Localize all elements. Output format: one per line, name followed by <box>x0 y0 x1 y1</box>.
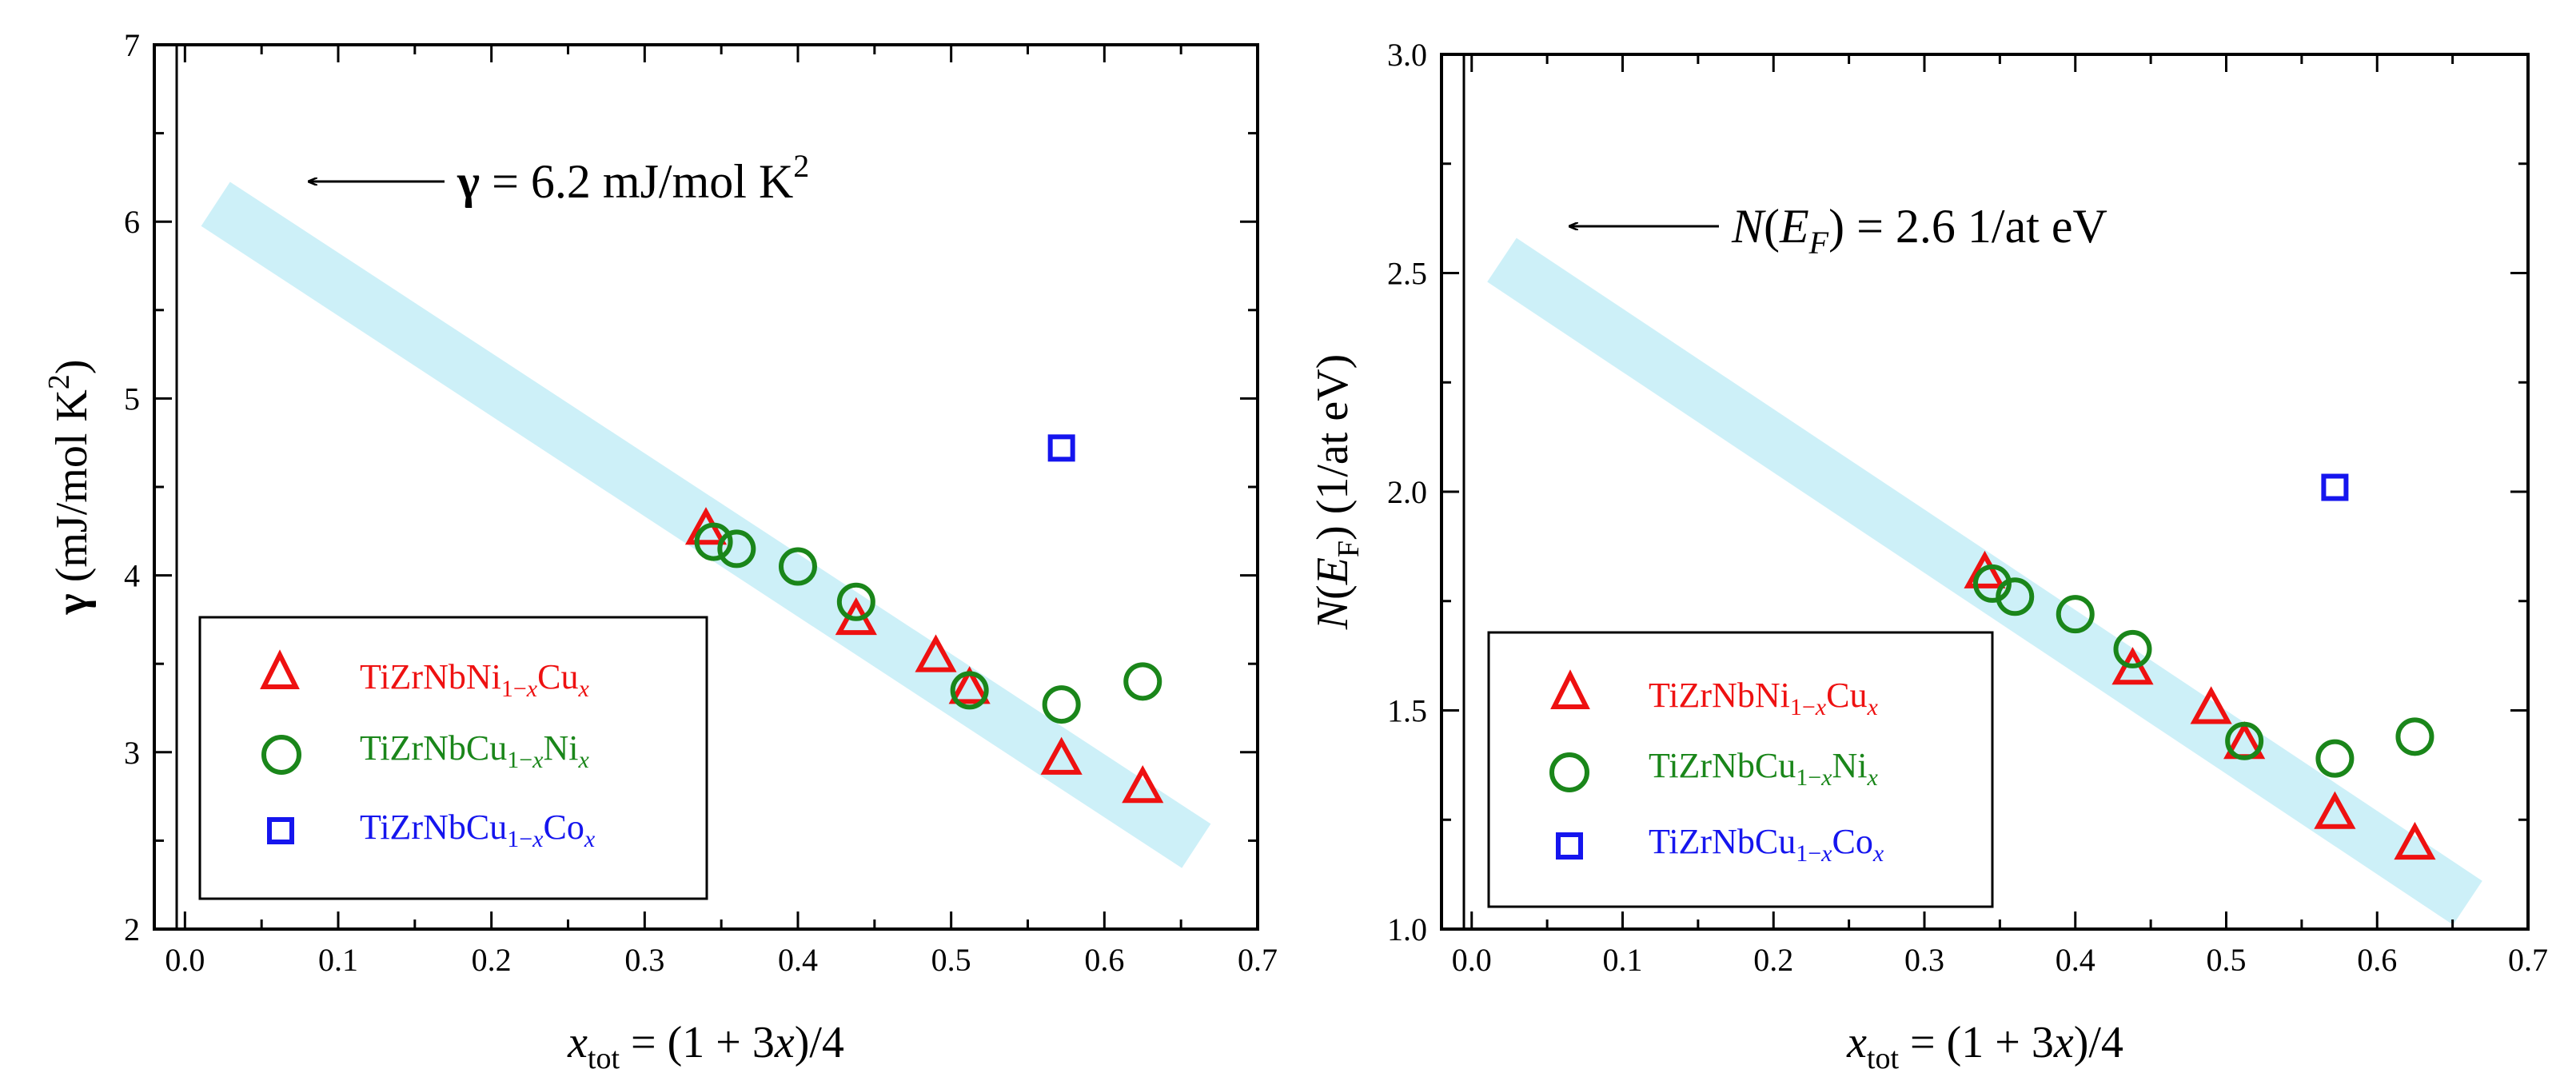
x-axis-title: xtot = (1 + 3x)/4 <box>567 1018 844 1075</box>
x-tick-label: 0.5 <box>931 942 971 978</box>
x-tick-label: 0.6 <box>1084 942 1124 978</box>
legend-label-ni-cu: TiZrNbNi1−xCux <box>1649 676 1878 720</box>
annotation-text: γ = 6.2 mJ/mol K2 <box>457 148 809 208</box>
x-tick-label: 0.0 <box>165 942 205 978</box>
data-point-circle <box>1972 564 2012 603</box>
x-tick-label: 0.3 <box>1904 942 1944 978</box>
x-tick-label: 0.7 <box>1238 942 1278 978</box>
data-point-circle <box>2113 629 2152 668</box>
x-tick-label: 0.2 <box>1753 942 1793 978</box>
data-point-circle <box>717 529 756 568</box>
legend-marker-circle <box>261 735 301 775</box>
data-point-circle <box>950 671 989 710</box>
legend: TiZrNbNi1−xCux TiZrNbCu1−xNix TiZrNbCu1−… <box>1487 631 1994 908</box>
data-point-circle <box>836 582 875 621</box>
data-point-triangle <box>1040 736 1083 775</box>
data-point-triangle <box>2394 821 2436 860</box>
data-point-square <box>1047 434 1075 462</box>
data-point-square <box>2321 473 2349 501</box>
y-tick-label: 2.0 <box>1387 474 1427 510</box>
data-point-triangle <box>1122 765 1164 804</box>
legend-label-cu-co: TiZrNbCu1−xCox <box>1649 822 1884 867</box>
x-tick-label: 0.4 <box>778 942 818 978</box>
legend-label-cu-ni: TiZrNbCu1−xNix <box>360 728 589 773</box>
y-tick-label: 6 <box>124 204 140 240</box>
x-tick-label: 0.1 <box>1603 942 1643 978</box>
annotation-text: N(EF) = 2.6 1/at eV <box>1731 200 2107 261</box>
data-point-triangle <box>2314 791 2356 829</box>
legend-marker-square <box>1556 832 1583 860</box>
legend-label-cu-ni: TiZrNbCu1−xNix <box>1649 746 1878 791</box>
data-point-circle <box>2056 595 2095 634</box>
x-tick-label: 0.5 <box>2207 942 2247 978</box>
gamma-chart: 0.0 0.1 0.2 0.3 0.4 0.5 0.6 0.7 2 3 4 5 6 7 γ = 6.2 m… <box>42 27 1278 1075</box>
legend-marker-triangle <box>260 649 300 689</box>
trend-band <box>1487 237 2482 925</box>
data-point-triangle <box>915 634 957 672</box>
legend-marker-circle <box>1549 752 1589 792</box>
legend-marker-square <box>267 817 294 844</box>
y-tick-label: 5 <box>124 381 140 417</box>
gamma-symbol: γ <box>457 155 480 208</box>
data-point-circle <box>2225 721 2264 760</box>
annotation-sup: 2 <box>793 148 809 184</box>
legend-marker-triangle <box>1550 669 1590 709</box>
data-point-triangle <box>2111 647 2154 685</box>
legend-label-cu-co: TiZrNbCu1−xCox <box>360 808 596 852</box>
data-point-triangle <box>2190 686 2232 724</box>
y-tick-label: 4 <box>124 558 140 594</box>
x-tick-label: 0.1 <box>318 942 358 978</box>
data-point-circle <box>2315 739 2355 778</box>
y-tick-label: 2 <box>124 911 140 947</box>
x-tick-label: 0.6 <box>2357 942 2397 978</box>
y-tick-label: 7 <box>124 27 140 63</box>
data-point-circle <box>1042 685 1081 724</box>
legend-label-ni-cu: TiZrNbNi1−xCux <box>360 657 589 702</box>
data-point-circle <box>1996 577 2035 616</box>
x-tick-label: 0.3 <box>624 942 664 978</box>
data-point-circle <box>779 547 817 586</box>
annotation-value: = 6.2 mJ/mol K <box>480 155 793 208</box>
x-axis-title: xtot = (1 + 3x)/4 <box>1846 1018 2123 1075</box>
data-point-triangle <box>1964 550 2006 588</box>
data-point-circle <box>1123 662 1162 701</box>
x-tick-label: 0.4 <box>2056 942 2095 978</box>
y-axis-title: γ (mJ/mol K2) <box>42 360 97 616</box>
legend: TiZrNbNi1−xCux TiZrNbCu1−xNix TiZrNbCu1−… <box>198 616 708 900</box>
data-point-triangle <box>948 666 991 704</box>
x-tick-label: 0.2 <box>472 942 512 978</box>
x-tick-label: 0.0 <box>1452 942 1492 978</box>
y-tick-label: 1.0 <box>1387 911 1427 947</box>
y-tick-label: 2.5 <box>1387 256 1427 292</box>
nef-chart: 0.0 0.1 0.2 0.3 0.4 0.5 0.6 0.71.01.52.02.53.0 … <box>1308 37 2548 1075</box>
x-tick-label: 0.7 <box>2508 942 2548 978</box>
y-tick-label: 3 <box>124 735 140 771</box>
y-tick-label: 1.5 <box>1387 693 1427 729</box>
y-tick-label: 3.0 <box>1387 37 1427 73</box>
data-point-circle <box>2395 717 2434 756</box>
data-point-circle <box>694 522 733 561</box>
y-axis-title: N(EF) (1/at eV) <box>1308 354 1366 631</box>
